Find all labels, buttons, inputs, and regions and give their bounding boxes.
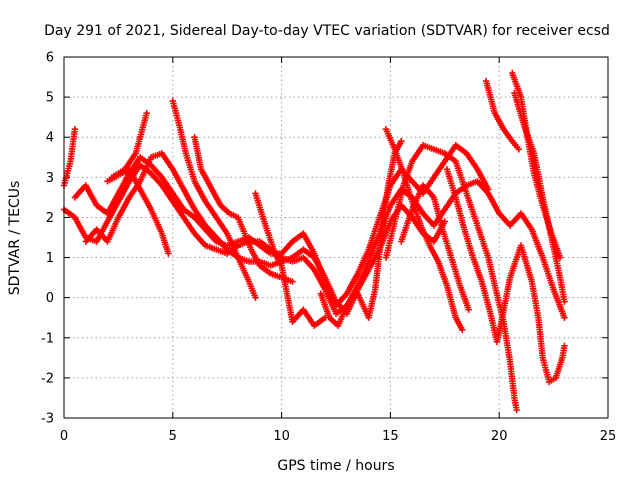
series-track-g <box>169 97 259 301</box>
x-tick-label: 25 <box>600 429 617 444</box>
series-track-f <box>104 166 172 257</box>
y-tick-label: 3 <box>46 171 54 186</box>
data-point-markers <box>252 190 329 329</box>
data-point-markers <box>191 134 296 285</box>
y-tick-label: 0 <box>46 291 54 306</box>
y-tick-label: 2 <box>46 211 54 226</box>
series-track-o <box>482 77 522 153</box>
data-point-markers <box>82 150 448 317</box>
x-axis-label: GPS time / hours <box>277 458 394 474</box>
series-track-k <box>382 126 466 333</box>
y-tick-label: -1 <box>41 331 54 346</box>
y-axis-label: SDTVAR / TECUs <box>7 181 23 296</box>
data-point-markers <box>443 166 568 386</box>
y-tick-label: 6 <box>46 51 54 66</box>
x-tick-label: 20 <box>491 429 508 444</box>
y-tick-label: 4 <box>46 131 54 146</box>
series-track-l <box>398 182 472 313</box>
series-track-j <box>317 138 405 329</box>
y-tick-label: 1 <box>46 251 54 266</box>
data-point-markers <box>60 126 79 189</box>
series-track-n <box>443 166 568 386</box>
x-tick-label: 5 <box>169 429 177 444</box>
x-tick-label: 0 <box>60 429 68 444</box>
data-point-markers <box>398 182 472 313</box>
data-point-markers <box>382 126 466 333</box>
series-track-d <box>82 150 448 317</box>
data-points <box>60 69 568 414</box>
series-track-c <box>71 142 492 309</box>
data-point-markers <box>482 77 522 153</box>
data-point-markers <box>317 138 405 329</box>
x-tick-label: 15 <box>382 429 399 444</box>
series-track-q <box>511 89 568 305</box>
axis-ticks: 0 5 10 15 20 25 -3 -2 -1 0 1 2 3 4 5 6 <box>41 51 616 445</box>
data-point-markers <box>71 142 492 309</box>
series-track-h <box>191 134 296 285</box>
data-point-markers <box>169 97 259 301</box>
y-tick-label: 5 <box>46 91 54 106</box>
data-point-markers <box>104 166 172 257</box>
y-tick-label: -2 <box>41 371 54 386</box>
series-track-i <box>252 190 329 329</box>
series-track-a <box>60 126 79 189</box>
chart-title: Day 291 of 2021, Sidereal Day-to-day VTE… <box>44 23 610 39</box>
data-point-markers <box>511 89 568 305</box>
x-tick-label: 10 <box>273 429 290 444</box>
plot-frame <box>63 56 609 419</box>
y-tick-label: -3 <box>41 412 54 427</box>
